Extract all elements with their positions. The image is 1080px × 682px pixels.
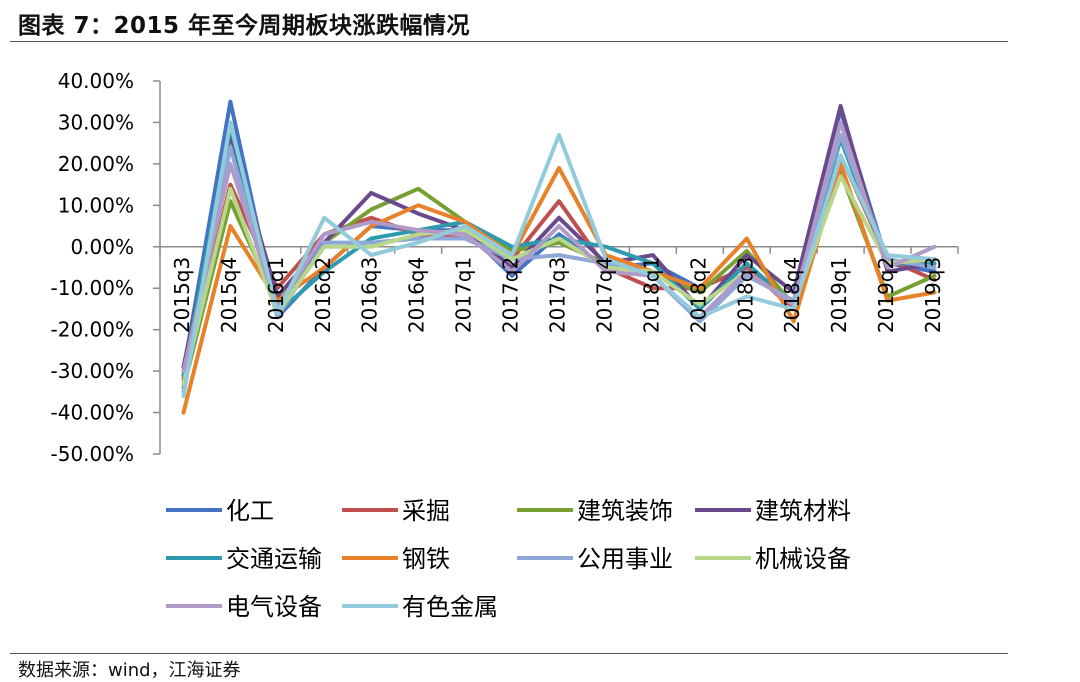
y-tick-label: 40.00% bbox=[58, 69, 134, 93]
x-tick-label: 2019q2 bbox=[874, 257, 898, 333]
x-tick-label: 2017q1 bbox=[452, 257, 476, 333]
series-line-6 bbox=[181, 161, 937, 415]
x-tick-label: 2018q1 bbox=[639, 257, 663, 333]
x-tick-label: 2018q4 bbox=[780, 257, 804, 333]
footer-rule bbox=[10, 653, 1008, 654]
y-tick-label: 20.00% bbox=[58, 152, 134, 176]
legend-label: 交通运输 bbox=[226, 545, 322, 573]
title-rule bbox=[10, 41, 1008, 42]
legend-label: 钢铁 bbox=[402, 545, 450, 573]
x-tick-label: 2016q3 bbox=[358, 257, 382, 333]
y-tick-label: 0.00% bbox=[70, 235, 134, 259]
x-tick-label: 2019q1 bbox=[827, 257, 851, 333]
y-tick-label: -40.00% bbox=[51, 401, 134, 425]
x-tick-label: 2016q1 bbox=[264, 257, 288, 333]
x-tick-label: 2017q3 bbox=[546, 257, 570, 333]
y-tick-label: 10.00% bbox=[58, 193, 134, 217]
legend-label: 机械设备 bbox=[755, 545, 851, 573]
x-tick-label: 2018q3 bbox=[733, 257, 757, 333]
legend-label: 建筑装饰 bbox=[577, 497, 673, 525]
y-tick-label: 30.00% bbox=[58, 110, 134, 134]
x-tick-label: 2018q2 bbox=[686, 257, 710, 333]
page-title: 图表 7：2015 年至今周期板块涨跌幅情况 bbox=[18, 13, 471, 39]
series-line-9 bbox=[181, 120, 937, 374]
y-tick-label: -30.00% bbox=[51, 359, 134, 383]
x-tick-label: 2017q2 bbox=[499, 257, 523, 333]
x-tick-label: 2015q3 bbox=[170, 257, 194, 333]
source-note: 数据来源：wind，江海证券 bbox=[18, 660, 241, 681]
x-tick-label: 2016q2 bbox=[311, 257, 335, 333]
y-tick-label: -10.00% bbox=[51, 276, 134, 300]
y-tick-label: -20.00% bbox=[51, 318, 134, 342]
y-tick-label: -50.00% bbox=[51, 442, 134, 466]
x-tick-label: 2015q4 bbox=[217, 257, 241, 333]
x-tick-label: 2016q4 bbox=[405, 257, 429, 333]
x-tick-label: 2017q4 bbox=[592, 257, 616, 333]
line-chart: -50.00% -40.00% -30.00% -20.00% -10.00% 0.00%… bbox=[51, 69, 959, 621]
legend-label: 公用事业 bbox=[577, 545, 673, 573]
legend-label: 有色金属 bbox=[402, 593, 498, 621]
x-tick-label: 2019q3 bbox=[921, 257, 945, 333]
legend-label: 化工 bbox=[226, 497, 274, 525]
series-line-5 bbox=[181, 124, 937, 378]
legend-label: 建筑材料 bbox=[755, 497, 851, 525]
legend-label: 采掘 bbox=[402, 497, 450, 525]
series-line-10 bbox=[181, 120, 937, 398]
legend-label: 电气设备 bbox=[226, 593, 322, 621]
